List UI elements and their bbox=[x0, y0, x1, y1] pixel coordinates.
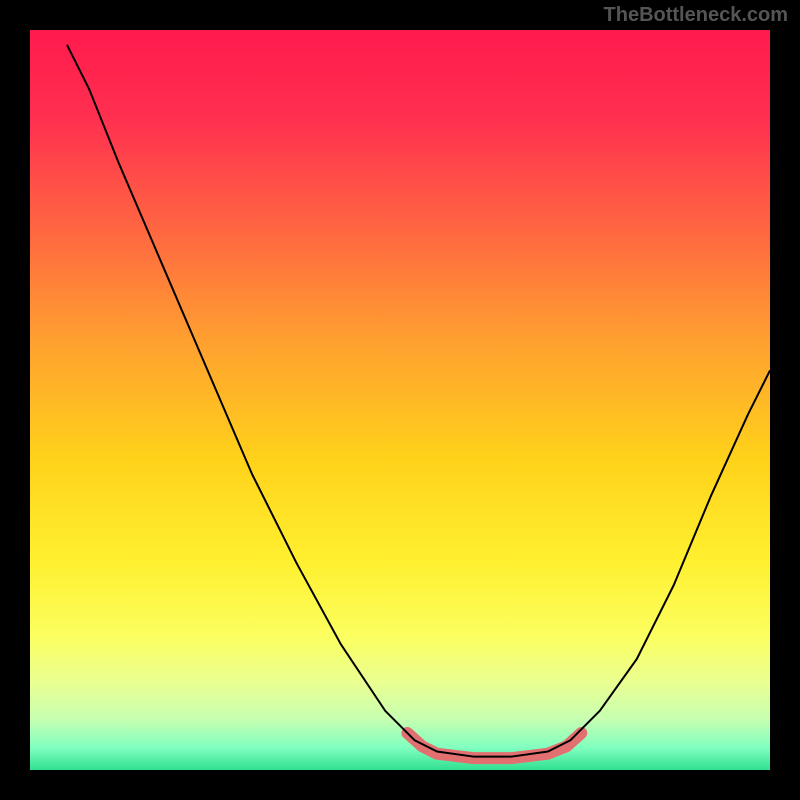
bottleneck-curve-layer bbox=[30, 30, 770, 770]
chart-plot-area bbox=[30, 30, 770, 770]
bottleneck-curve bbox=[67, 45, 770, 757]
watermark-text: TheBottleneck.com bbox=[604, 4, 788, 27]
optimal-zone-band bbox=[407, 733, 581, 758]
